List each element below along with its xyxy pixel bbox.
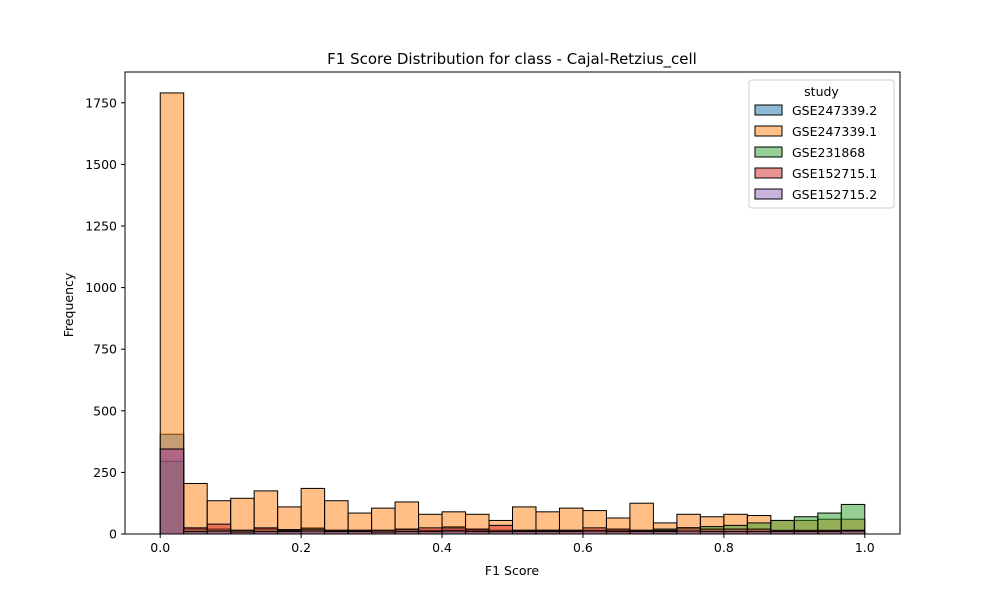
legend-swatch	[754, 146, 783, 158]
y-tick-label: 250	[93, 465, 117, 480]
bar	[840, 503, 866, 535]
y-tick-label: 1500	[85, 157, 117, 172]
legend-title: study	[804, 84, 839, 99]
bar	[159, 448, 185, 535]
axes-layer: 0.0 0.2 0.4 0.6 0.8 1.0 0 250 500 750 1000 1250 1500…	[85, 71, 901, 555]
x-tick-label: 0.2	[291, 540, 311, 555]
legend-label: GSE231868	[792, 145, 865, 160]
legend-label: GSE152715.2	[792, 187, 877, 202]
legend-swatch	[754, 167, 783, 179]
x-axis-label: F1 Score	[485, 563, 539, 578]
legend-label: GSE152715.1	[792, 166, 877, 181]
bar	[300, 487, 326, 535]
y-axis-label: Frequency	[61, 272, 76, 337]
y-tick-label: 0	[109, 527, 117, 542]
bar	[183, 482, 208, 535]
x-tick-label: 0.4	[432, 540, 452, 555]
plot-frame	[124, 71, 901, 535]
bar	[324, 500, 349, 535]
y-tick-label: 500	[93, 403, 117, 418]
bar	[230, 497, 255, 535]
legend-label: GSE247339.1	[792, 124, 877, 139]
legend-swatch	[754, 188, 783, 200]
x-tick-label: 1.0	[855, 540, 875, 555]
legend: study GSE247339.2 GSE247339.1 GSE231868 GSE1…	[748, 79, 895, 209]
legend-swatch	[754, 104, 783, 116]
chart-title: F1 Score Distribution for class - Cajal-…	[327, 50, 697, 69]
bar	[629, 502, 654, 535]
legend-swatch	[754, 125, 783, 137]
y-tick-label: 750	[93, 342, 117, 357]
legend-box	[748, 79, 895, 209]
x-tick-label: 0.8	[714, 540, 734, 555]
x-tick-label: 0.0	[150, 540, 170, 555]
y-tick-label: 1250	[85, 219, 117, 234]
x-tick-label: 0.6	[573, 540, 593, 555]
y-tick-label: 1000	[85, 280, 117, 295]
legend-label: GSE247339.2	[792, 103, 877, 118]
y-tick-label: 1750	[85, 95, 117, 110]
